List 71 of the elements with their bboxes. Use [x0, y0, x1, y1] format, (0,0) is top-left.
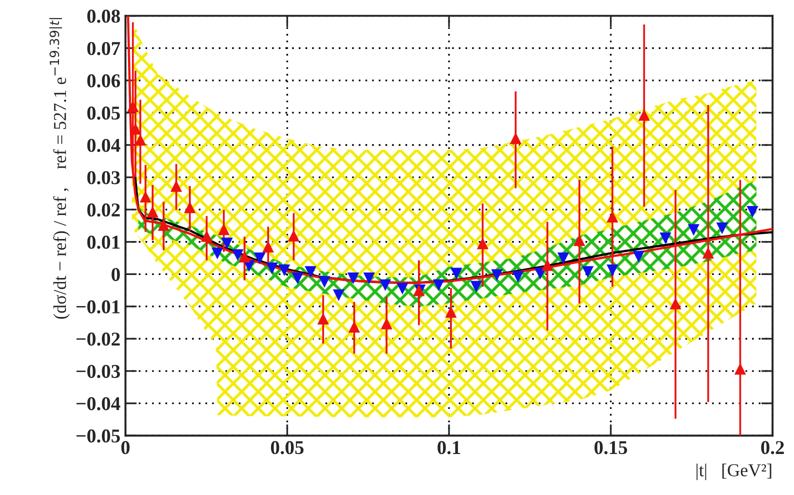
point [170, 180, 182, 192]
y-tick-label: −0.05 [76, 429, 120, 443]
point [379, 279, 392, 291]
y-tick-label: 0.01 [87, 236, 120, 249]
point [512, 270, 524, 283]
x-tick-label: 0.05 [270, 441, 304, 454]
x-tick-label: 0.15 [594, 441, 628, 454]
point [557, 252, 570, 264]
y-tick-label: −0.02 [76, 332, 120, 346]
point [606, 210, 618, 222]
point [396, 282, 408, 294]
y-tick-label: 0.04 [87, 138, 120, 152]
point [254, 252, 266, 264]
point [127, 100, 139, 112]
point [212, 248, 224, 260]
point [632, 250, 644, 263]
point [476, 238, 488, 250]
point [638, 109, 650, 121]
x-tick-label: 0 [121, 441, 130, 454]
point [445, 306, 457, 318]
point [363, 272, 375, 284]
y-tick-label: −0.04 [76, 397, 120, 410]
point [450, 268, 462, 280]
y-axis-title: (dσ/dt − ref) / ref , ref = 527.1 e$^{−19.39|t|}$ [49, 18, 70, 319]
point [347, 272, 360, 284]
y-tick-label: 0.06 [87, 74, 120, 88]
point [221, 238, 233, 250]
x-tick-label: 0.2 [761, 441, 784, 454]
x-axis-title: |t| [GeV²] [696, 464, 772, 480]
point [266, 262, 278, 274]
point [432, 279, 444, 291]
point [380, 318, 392, 330]
point [510, 132, 522, 144]
point [292, 272, 304, 284]
point [262, 240, 274, 253]
point [232, 249, 244, 261]
point [140, 190, 152, 202]
point [332, 289, 344, 301]
point [470, 280, 482, 293]
point [317, 312, 329, 325]
y-tick-label: 0.08 [87, 10, 120, 23]
point [660, 232, 672, 244]
point [702, 247, 714, 259]
point [542, 259, 554, 271]
y-tick-label: 0 [112, 268, 120, 282]
point [491, 269, 503, 281]
point [582, 266, 594, 278]
y-tick-label: −0.03 [76, 364, 120, 378]
point [158, 219, 170, 231]
point [716, 222, 728, 234]
point [606, 264, 618, 276]
y-tick-label: −0.01 [76, 300, 120, 314]
y-tick-label: 0.02 [87, 203, 120, 217]
point [146, 206, 158, 218]
point [238, 250, 250, 263]
point [184, 202, 196, 214]
point [304, 266, 316, 278]
x-tick-label: 0.1 [438, 441, 460, 454]
y-tick-label: 0.05 [87, 106, 120, 120]
y-tick-label: 0.03 [87, 171, 120, 184]
point [134, 134, 146, 146]
point [574, 234, 586, 246]
point [688, 224, 700, 236]
point [130, 123, 142, 135]
point [670, 298, 682, 310]
point [200, 230, 212, 242]
y-tick-label: 0.07 [87, 42, 120, 56]
point [746, 206, 758, 218]
point [318, 276, 330, 288]
point [288, 230, 300, 242]
point [278, 264, 290, 276]
